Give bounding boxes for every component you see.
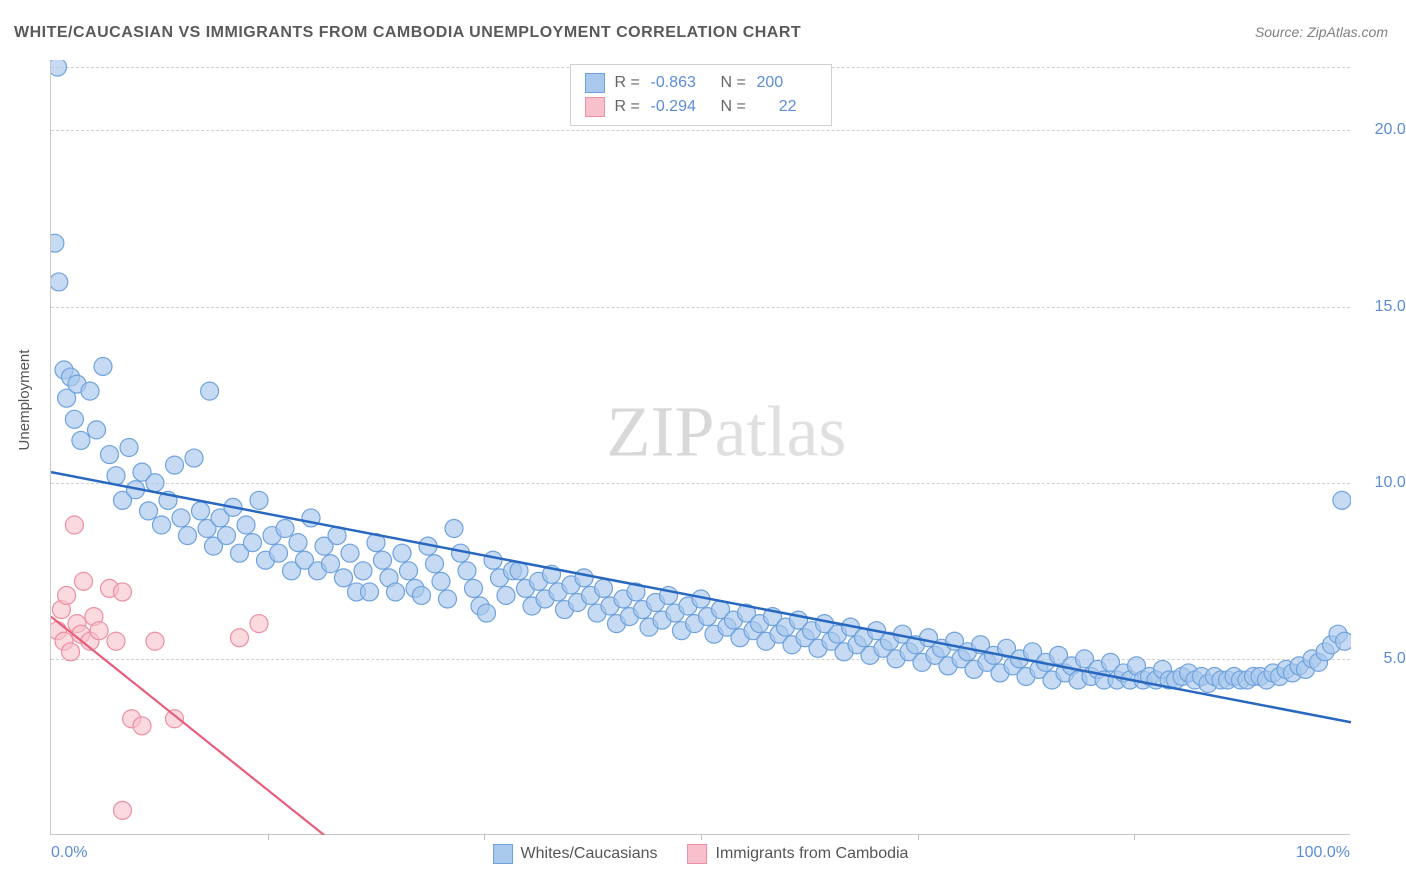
x-axis-max-label: 100.0% xyxy=(1296,844,1350,862)
scatter-plot-svg xyxy=(51,60,1351,835)
y-tick-label: 20.0% xyxy=(1375,121,1406,139)
chart-title: WHITE/CAUCASIAN VS IMMIGRANTS FROM CAMBO… xyxy=(14,24,801,42)
legend-item-whites: Whites/Caucasians xyxy=(493,844,658,864)
y-tick-label: 15.0% xyxy=(1375,298,1406,316)
x-tick xyxy=(918,834,919,840)
legend-row-blue: R = -0.863 N = 200 xyxy=(585,71,817,95)
legend-swatch-pink-icon xyxy=(688,844,708,864)
chart-plot-area: ZIPatlas 5.0%10.0%15.0%20.0% R = -0.863 … xyxy=(50,60,1350,835)
x-tick xyxy=(268,834,269,840)
gridline xyxy=(51,130,1350,131)
legend-item-cambodia: Immigrants from Cambodia xyxy=(688,844,909,864)
correlation-legend: R = -0.863 N = 200 R = -0.294 N = 22 xyxy=(570,64,832,126)
gridline xyxy=(51,483,1350,484)
gridline xyxy=(51,307,1350,308)
x-tick xyxy=(701,834,702,840)
x-tick xyxy=(1134,834,1135,840)
legend-row-pink: R = -0.294 N = 22 xyxy=(585,95,817,119)
legend-swatch-blue xyxy=(585,73,605,93)
x-tick xyxy=(484,834,485,840)
y-tick-label: 5.0% xyxy=(1384,650,1406,668)
series-legend: Whites/Caucasians Immigrants from Cambod… xyxy=(493,844,909,864)
gridline xyxy=(51,659,1350,660)
y-axis-title: Unemployment xyxy=(16,350,33,451)
y-tick-label: 10.0% xyxy=(1375,474,1406,492)
legend-swatch-pink xyxy=(585,97,605,117)
watermark-logo: ZIPatlas xyxy=(606,390,846,473)
source-attribution: Source: ZipAtlas.com xyxy=(1255,24,1388,40)
legend-swatch-blue-icon xyxy=(493,844,513,864)
x-axis-min-label: 0.0% xyxy=(51,844,87,862)
